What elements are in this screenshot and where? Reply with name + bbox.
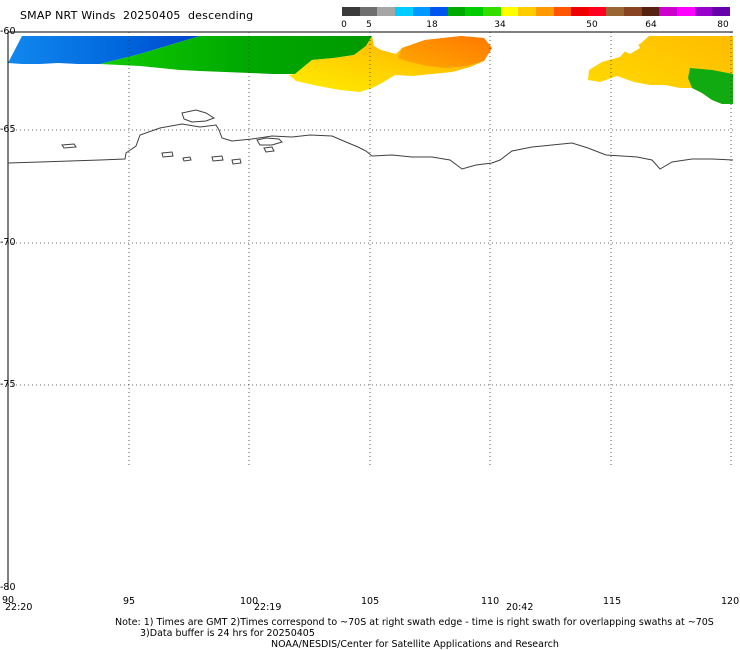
lon-label-110: 110 — [481, 596, 500, 607]
note-line-2: 3)Data buffer is 24 hrs for 20250405 — [140, 628, 315, 639]
lon-label-115: 115 — [603, 596, 622, 607]
colorbar-segment — [394, 7, 413, 16]
product-name: SMAP NRT Winds — [20, 9, 116, 22]
colorbar-label-64: 64 — [645, 20, 657, 30]
map-title: SMAP NRT Winds 20250405 descending — [20, 9, 253, 22]
wind-speed-colorbar — [342, 7, 730, 16]
colorbar-segment — [483, 7, 501, 16]
colorbar-segment — [500, 7, 519, 16]
colorbar-segment — [465, 7, 483, 16]
swath-time-2: 22:19 — [254, 602, 282, 613]
colorbar-segment — [712, 7, 730, 16]
swath-right-notch — [622, 44, 640, 54]
lon-label-120: 120 — [721, 596, 740, 607]
colorbar-segment — [430, 7, 448, 16]
colorbar-label-80: 80 — [717, 20, 729, 30]
colorbar-segment — [342, 7, 360, 16]
lat-label-65: -65 — [0, 124, 16, 135]
colorbar-segment — [641, 7, 660, 16]
colorbar-label-5: 5 — [366, 20, 372, 30]
colorbar-label-50: 50 — [586, 20, 598, 30]
lon-label-95: 95 — [123, 596, 136, 607]
lon-label-105: 105 — [361, 596, 380, 607]
lat-label-80: -80 — [0, 582, 16, 593]
colorbar-label-0: 0 — [341, 20, 347, 30]
lon-label-90: 90 — [2, 595, 15, 606]
colorbar-segment — [606, 7, 624, 16]
lat-label-75: -75 — [0, 379, 16, 390]
colorbar-segment — [659, 7, 677, 16]
map-frame — [7, 31, 733, 590]
colorbar-label-34: 34 — [494, 20, 506, 30]
colorbar-segment — [359, 7, 378, 16]
colorbar-label-18: 18 — [426, 20, 438, 30]
note-line-3: NOAA/NESDIS/Center for Satellite Applica… — [271, 639, 559, 650]
swath-time-1: 22:20 — [5, 602, 33, 613]
note-line-1: Note: 1) Times are GMT 2)Times correspon… — [115, 617, 714, 628]
lat-label-60: -60 — [0, 26, 16, 37]
pass-direction: descending — [188, 9, 254, 22]
lon-label-100: 100 — [240, 596, 259, 607]
colorbar-segment — [694, 7, 713, 16]
swath-time-3: 20:42 — [506, 602, 534, 613]
colorbar-segment — [518, 7, 536, 16]
colorbar-segment — [447, 7, 466, 16]
colorbar-segment — [553, 7, 572, 16]
lat-label-70: -70 — [0, 237, 16, 248]
colorbar-segment — [535, 7, 554, 16]
graticule — [8, 32, 733, 465]
colorbar-segment — [571, 7, 589, 16]
swath-blue — [8, 36, 200, 64]
product-date: 20250405 — [123, 9, 181, 22]
swath-orange — [398, 36, 492, 68]
coastline — [7, 109, 734, 170]
colorbar-segment — [588, 7, 607, 16]
colorbar-segment — [412, 7, 431, 16]
colorbar-segment — [676, 7, 695, 16]
colorbar-segment — [624, 7, 642, 16]
swath-right-green — [688, 68, 733, 104]
swath-green — [100, 36, 372, 74]
colorbar-segment — [377, 7, 395, 16]
